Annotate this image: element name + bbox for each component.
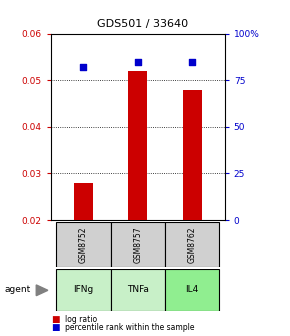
Bar	[165, 222, 219, 267]
Bar	[165, 269, 219, 311]
Bar	[56, 269, 110, 311]
Point	[190, 59, 194, 64]
Text: GSM8762: GSM8762	[188, 226, 197, 263]
Polygon shape	[36, 285, 48, 296]
Bar	[110, 269, 165, 311]
Text: ■: ■	[51, 323, 59, 332]
Text: agent: agent	[4, 286, 31, 294]
Text: GDS501 / 33640: GDS501 / 33640	[97, 18, 188, 29]
Bar	[183, 89, 202, 220]
Text: GSM8757: GSM8757	[133, 226, 142, 263]
Text: TNFa: TNFa	[127, 285, 149, 294]
Text: log ratio: log ratio	[65, 316, 97, 324]
Text: ■: ■	[51, 316, 59, 324]
Text: percentile rank within the sample: percentile rank within the sample	[65, 323, 195, 332]
Bar	[128, 71, 147, 220]
Text: IFNg: IFNg	[73, 285, 93, 294]
Bar	[56, 222, 110, 267]
Point	[81, 65, 86, 70]
Bar	[110, 222, 165, 267]
Bar	[74, 183, 93, 220]
Text: IL4: IL4	[186, 285, 199, 294]
Point	[135, 59, 140, 64]
Text: GSM8752: GSM8752	[79, 226, 88, 263]
